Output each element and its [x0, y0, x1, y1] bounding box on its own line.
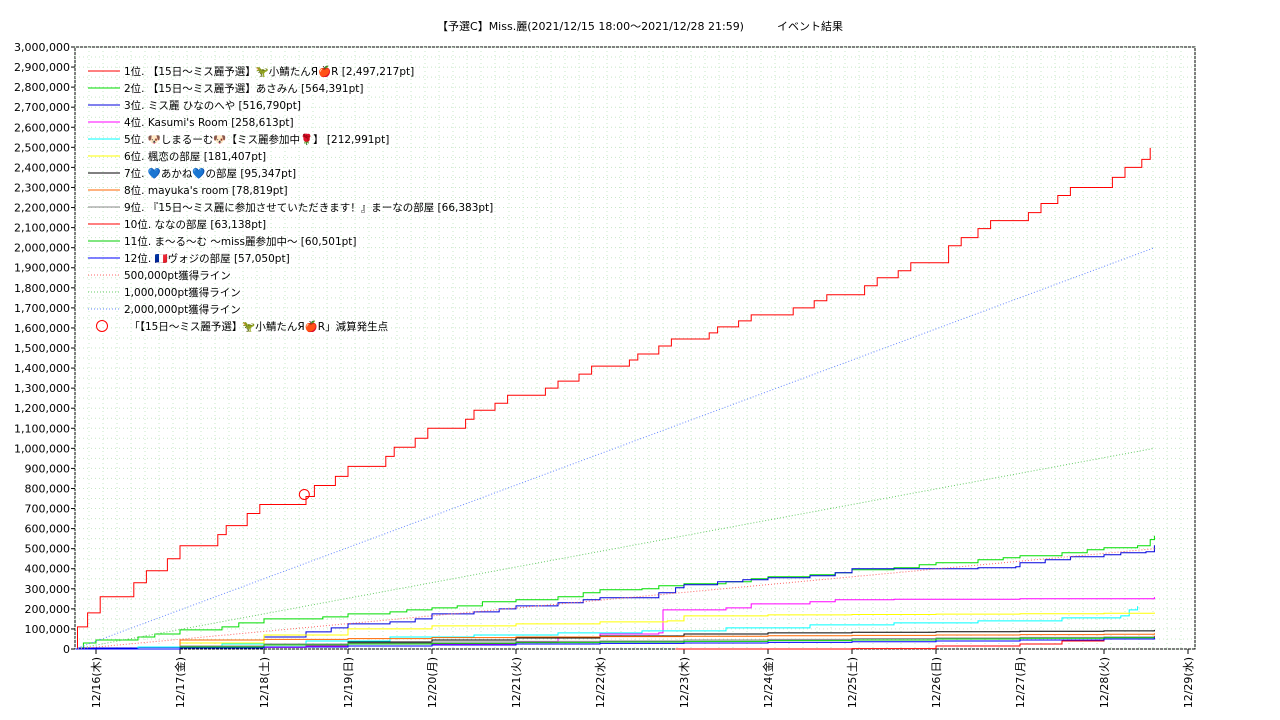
- chart-title: 【予選C】Miss.麗(2021/12/15 18:00～2021/12/28 …: [437, 20, 843, 33]
- y-tick-label: 2,200,000: [14, 202, 70, 215]
- legend-label-4: 4位. Kasumi's Room [258,613pt]: [124, 116, 294, 129]
- legend-label-10: 10位. ななの部屋 [63,138pt]: [124, 218, 266, 231]
- y-tick-label: 1,800,000: [14, 282, 70, 295]
- legend-label-14: 1,000,000pt獲得ライン: [124, 286, 241, 299]
- y-tick-label: 2,600,000: [14, 121, 70, 134]
- series-line-11: [75, 636, 1155, 650]
- y-tick-label: 2,500,000: [14, 141, 70, 154]
- y-tick-label: 2,700,000: [14, 101, 70, 114]
- y-tick-label: 400,000: [25, 563, 71, 576]
- y-tick-label: 1,400,000: [14, 362, 70, 375]
- y-tick-label: 1,500,000: [14, 342, 70, 355]
- series-line-1: [75, 147, 1151, 650]
- y-tick-label: 2,100,000: [14, 222, 70, 235]
- y-tick-label: 200,000: [25, 603, 71, 616]
- x-tick-label: 12/29(水): [1182, 657, 1195, 708]
- series-line-8: [75, 633, 1155, 650]
- legend-label-5: 5位. 🐶しまるーむ🐶【ミス麗参加中🌹】 [212,991pt]: [124, 133, 389, 146]
- legend-label-3: 3位. ミス麗 ひなのへや [516,790pt]: [124, 99, 301, 112]
- y-tick-label: 2,000,000: [14, 242, 70, 255]
- y-tick-label: 1,300,000: [14, 382, 70, 395]
- y-tick-label: 600,000: [25, 523, 71, 536]
- y-tick-label: 2,900,000: [14, 61, 70, 74]
- y-tick-label: 900,000: [25, 462, 71, 475]
- y-tick-label: 800,000: [25, 482, 71, 495]
- annotation-marker-1: [298, 488, 310, 500]
- y-tick-label: 3,000,000: [14, 41, 70, 54]
- y-tick-label: 300,000: [25, 583, 71, 596]
- y-tick-label: 700,000: [25, 503, 71, 516]
- legend-label-7: 7位. 💙あかね💙の部屋 [95,347pt]: [124, 167, 296, 180]
- y-tick-label: 1,700,000: [14, 302, 70, 315]
- y-tick-label: 2,300,000: [14, 181, 70, 194]
- y-tick-label: 0: [63, 643, 70, 656]
- x-tick-label: 12/21(火): [510, 657, 523, 708]
- legend-swatch-16: [96, 320, 108, 332]
- x-tick-label: 12/20(月): [426, 657, 439, 708]
- x-tick-label: 12/27(月): [1014, 657, 1027, 708]
- x-tick-label: 12/18(土): [258, 657, 271, 708]
- legend-label-2: 2位. 【15日～ミス麗予選】あさみん [564,391pt]: [124, 82, 363, 95]
- x-tick-label: 12/17(金): [173, 657, 187, 708]
- y-tick-label: 2,800,000: [14, 81, 70, 94]
- y-tick-label: 1,100,000: [14, 422, 70, 435]
- y-tick-label: 1,000,000: [14, 442, 70, 455]
- x-tick-label: 12/25(土): [846, 657, 859, 708]
- x-tick-label: 12/22(水): [594, 657, 607, 708]
- series-line-6: [75, 612, 1155, 650]
- legend-label-1: 1位. 【15日～ミス麗予選】🦖小鯖たんЯ🍎R [2,497,217pt]: [124, 65, 414, 78]
- series-line-12: [75, 637, 1155, 650]
- legend-label-12: 12位. 🇫🇷ヴォジの部屋 [57,050pt]: [124, 252, 290, 265]
- x-tick-label: 12/28(火): [1098, 657, 1111, 708]
- x-tick-label: 12/26(日): [930, 657, 943, 708]
- legend-label-8: 8位. mayuka's room [78,819pt]: [124, 184, 288, 197]
- y-tick-label: 1,900,000: [14, 262, 70, 275]
- legend-label-13: 500,000pt獲得ライン: [124, 269, 231, 282]
- x-tick-label: 12/19(日): [342, 657, 355, 708]
- y-tick-label: 500,000: [25, 543, 71, 556]
- legend-label-6: 6位. 楓恋の部屋 [181,407pt]: [124, 150, 266, 163]
- series-line-3: [75, 545, 1155, 650]
- y-tick-label: 100,000: [25, 623, 71, 636]
- series-line-2: [75, 535, 1155, 650]
- y-tick-label: 1,600,000: [14, 322, 70, 335]
- series-line-13: [74, 548, 1155, 650]
- legend-label-9: 9位. 『15日～ミス麗に参加させていただきます！』まーなの部屋 [66,383…: [124, 201, 493, 214]
- legend-label-11: 11位. ま～る～む ～miss麗参加中～ [60,501pt]: [124, 235, 357, 248]
- y-tick-label: 1,200,000: [14, 402, 70, 415]
- x-tick-label: 12/23(木): [678, 657, 691, 708]
- x-tick-label: 12/16(木): [90, 657, 103, 708]
- x-tick-label: 12/24(金): [761, 657, 775, 708]
- y-tick-label: 2,400,000: [14, 161, 70, 174]
- legend-label-16: 「【15日～ミス麗予選】🦖小鯖たんЯ🍎R」減算発生点: [124, 320, 388, 333]
- legend-label-15: 2,000,000pt獲得ライン: [124, 303, 241, 316]
